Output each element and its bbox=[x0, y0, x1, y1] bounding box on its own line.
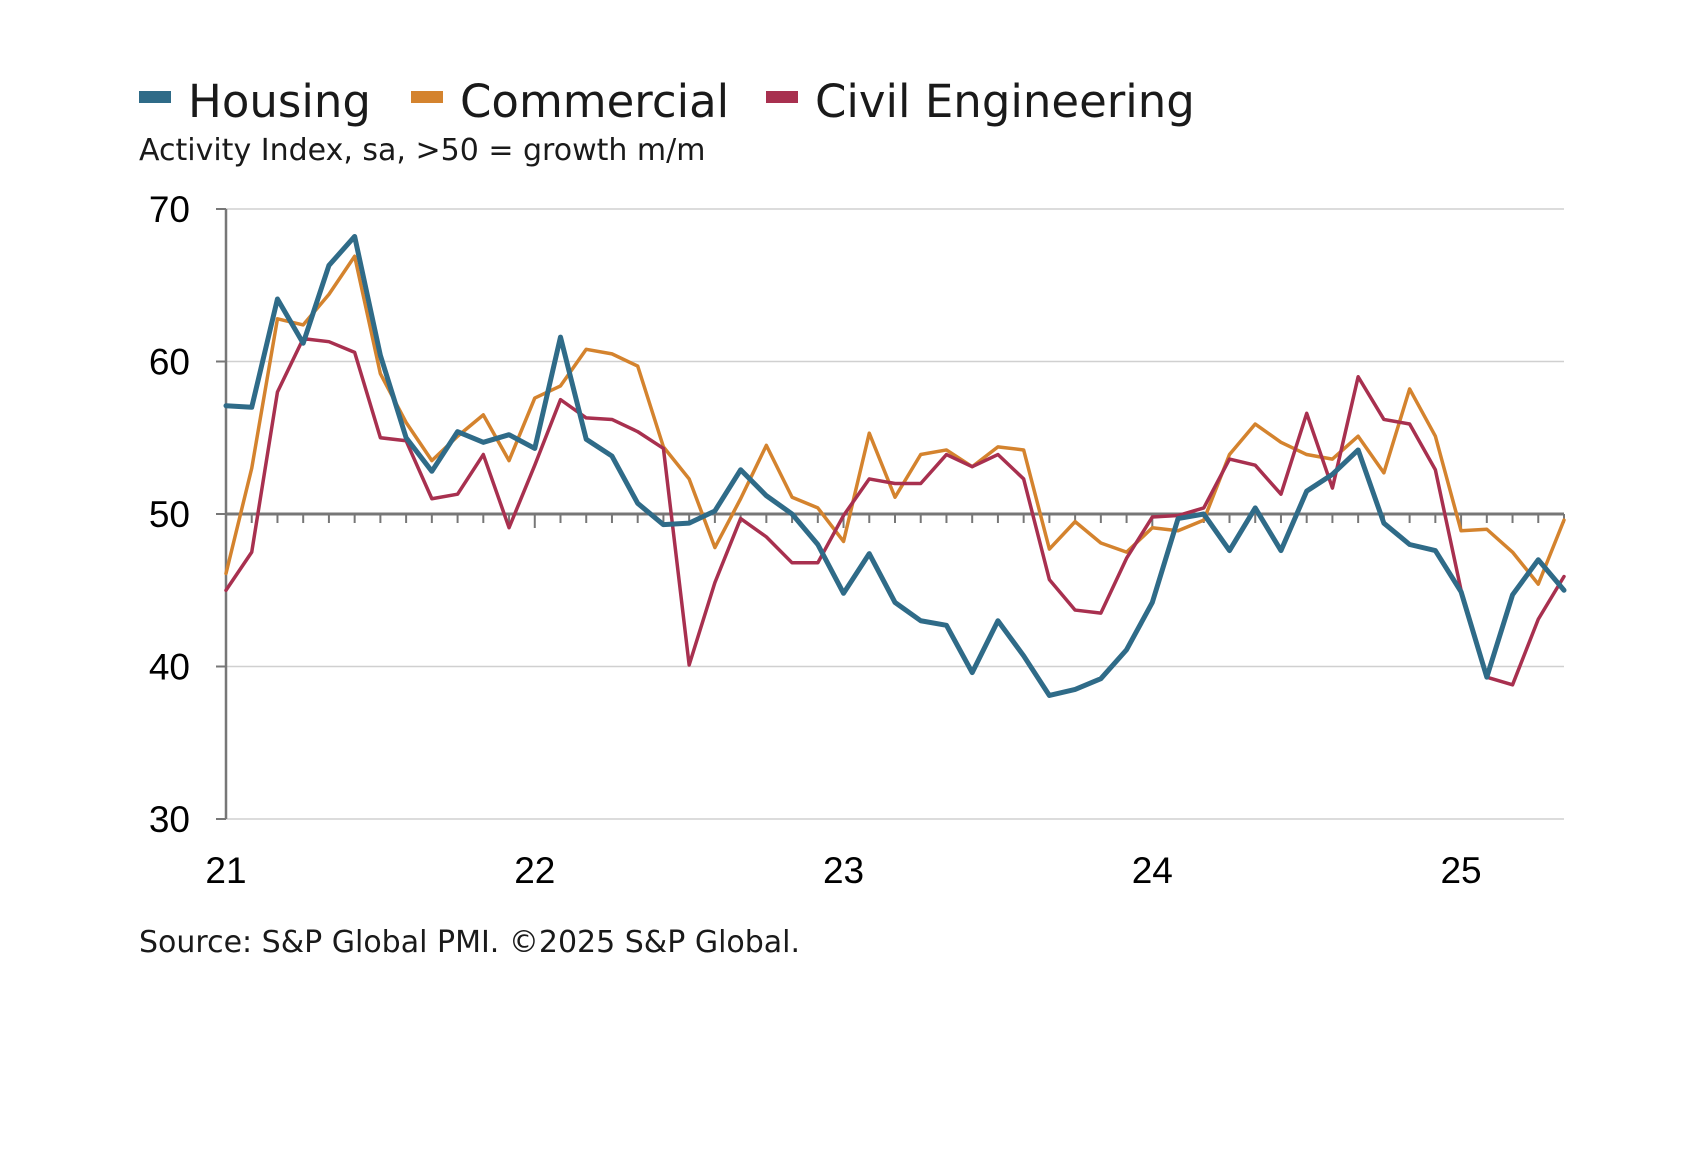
y-tick-label-30: 30 bbox=[149, 799, 190, 840]
series-line-civil-engineering bbox=[224, 336, 1566, 687]
y-tick-label-60: 60 bbox=[149, 342, 190, 383]
y-tick-label-50: 50 bbox=[149, 494, 190, 535]
legend-swatch-civil-engineering bbox=[766, 91, 798, 103]
y-tick-label-70: 70 bbox=[149, 189, 190, 230]
legend-swatch-commercial bbox=[411, 91, 443, 103]
gridlines bbox=[226, 208, 1564, 820]
chart-subtitle: Activity Index, sa, >50 = growth m/m bbox=[139, 133, 705, 168]
y-tick-label-40: 40 bbox=[149, 647, 190, 688]
series-line-housing bbox=[223, 233, 1567, 698]
series-lines bbox=[223, 233, 1567, 698]
x-tick-label-25: 25 bbox=[1440, 850, 1481, 891]
legend-item-commercial[interactable]: Commercial bbox=[411, 75, 729, 128]
legend-label-civil-engineering: Civil Engineering bbox=[815, 75, 1195, 128]
x-tick-label-22: 22 bbox=[514, 850, 555, 891]
legend-item-housing[interactable]: Housing bbox=[139, 75, 371, 128]
x-tick-label-24: 24 bbox=[1132, 850, 1173, 891]
source-note: Source: S&P Global PMI. ©2025 S&P Global… bbox=[139, 925, 800, 960]
legend-label-commercial: Commercial bbox=[460, 75, 729, 128]
y-tick-labels: 30 40 50 60 70 bbox=[149, 189, 190, 840]
x-tick-label-21: 21 bbox=[205, 850, 246, 891]
legend-label-housing: Housing bbox=[188, 75, 371, 128]
x-tick-labels: 21 22 23 24 25 bbox=[205, 850, 1481, 891]
legend-item-civil-engineering[interactable]: Civil Engineering bbox=[766, 75, 1195, 128]
legend-swatch-housing bbox=[139, 91, 171, 103]
series-line-commercial bbox=[224, 254, 1566, 586]
x-tick-label-23: 23 bbox=[823, 850, 864, 891]
axes bbox=[216, 208, 1565, 820]
legend: Housing Commercial Civil Engineering bbox=[139, 75, 1195, 128]
